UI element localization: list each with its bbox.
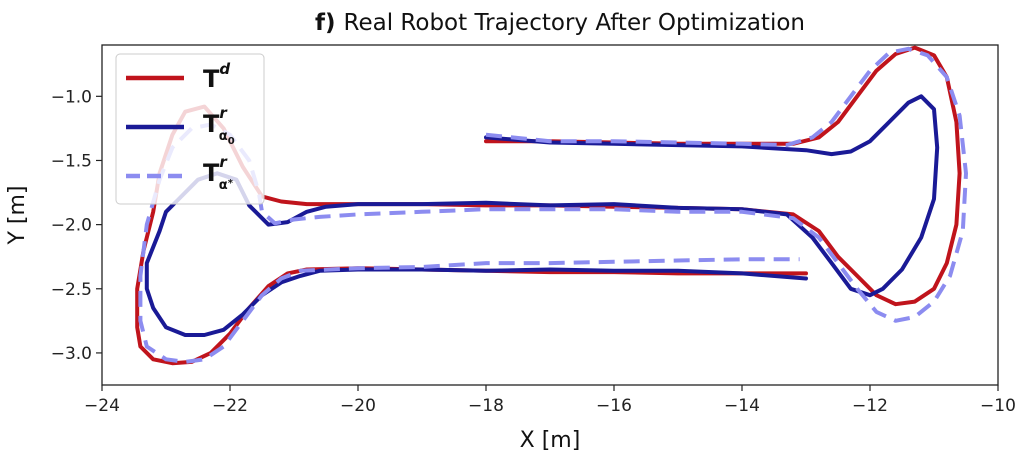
legend: Td Tr α0 Tr α* bbox=[115, 53, 265, 205]
y-tick-label: −1.0 bbox=[51, 87, 92, 107]
x-axis-ticks: −24 −22 −20 −18 −16 −14 −12 −10 bbox=[84, 385, 1016, 416]
y-tick-label: −2.0 bbox=[51, 216, 92, 236]
x-tick-label: −16 bbox=[596, 396, 632, 416]
y-tick-label: −1.5 bbox=[51, 151, 92, 171]
x-axis-label: X [m] bbox=[520, 428, 581, 453]
series-layer bbox=[135, 45, 968, 366]
legend-box bbox=[115, 53, 265, 205]
plot-frame bbox=[101, 44, 999, 386]
chart-title-main: Real Robot Trajectory After Optimization bbox=[344, 10, 805, 36]
optimized-trajectory-line bbox=[138, 46, 968, 364]
y-tick-label: −2.5 bbox=[51, 280, 92, 300]
legend-label-optimized: Tr α* bbox=[203, 153, 234, 193]
legend-label-desired: Td bbox=[203, 60, 230, 93]
x-tick-label: −24 bbox=[84, 396, 120, 416]
y-tick-label: −3.0 bbox=[51, 344, 92, 364]
legend-label-initial: Tr α0 bbox=[203, 104, 235, 147]
x-tick-label: −14 bbox=[724, 396, 760, 416]
x-tick-label: −22 bbox=[212, 396, 248, 416]
y-axis-ticks: −3.0 −2.5 −2.0 −1.5 −1.0 bbox=[51, 87, 102, 364]
x-tick-label: −18 bbox=[468, 396, 504, 416]
x-tick-label: −10 bbox=[980, 396, 1016, 416]
x-tick-label: −12 bbox=[852, 396, 888, 416]
y-axis-label: Y [m] bbox=[5, 185, 30, 245]
x-tick-label: −20 bbox=[340, 396, 376, 416]
chart-title-prefix: f) bbox=[315, 10, 336, 36]
initial-trajectory-line bbox=[144, 94, 940, 337]
chart-title: f) Real Robot Trajectory After Optimizati… bbox=[315, 10, 805, 36]
